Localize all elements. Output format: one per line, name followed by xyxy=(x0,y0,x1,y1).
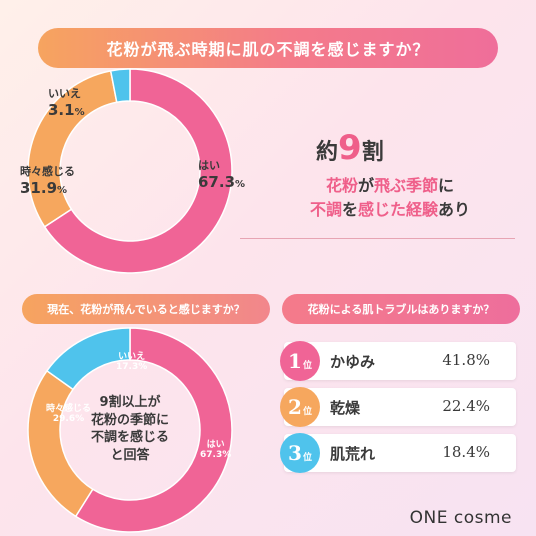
donut2-center-text: 9割以上が 花粉の季節に 不調を感じる と回答 xyxy=(90,395,169,463)
callout-rule xyxy=(240,238,515,239)
donut2-label-sometimes: 時々感じる 29.6% xyxy=(46,404,92,425)
donut2-label-yes: はい 67.3% xyxy=(200,440,232,461)
donut1-label-no: いいえ 3.1% xyxy=(48,87,85,119)
donut2-slice-0 xyxy=(74,327,233,533)
donut2-slice-2 xyxy=(45,327,131,391)
left-question: 現在、花粉が飛んでいると感じますか？ xyxy=(22,294,270,324)
rank-name-1: かゆみ xyxy=(330,353,376,371)
donut1-label-sometimes: 時々感じる 31.9% xyxy=(20,165,75,197)
donut1-slice-0 xyxy=(43,68,233,274)
rank-name-3: 肌荒れ xyxy=(330,445,376,463)
callout-headline: 約9割 xyxy=(316,128,384,168)
right-question: 花粉による肌トラブルはありますか？ xyxy=(282,294,520,324)
donut-chart-pollen-feeling xyxy=(27,327,233,533)
page-title: 花粉が飛ぶ時期に肌の不調を感じますか？ xyxy=(38,28,498,68)
rank-name-2: 乾燥 xyxy=(330,399,361,417)
rank-value-2: 22.4% xyxy=(442,397,490,415)
callout-text: 花粉が飛ぶ季節に 不調を感じた経験あり xyxy=(309,176,471,219)
brand-logo: ONE cosme xyxy=(409,508,512,528)
donut-chart-skin-discomfort xyxy=(27,68,233,274)
rank-value-1: 41.8% xyxy=(442,351,490,369)
donut1-label-yes: はい 67.3% xyxy=(198,159,246,191)
rank-value-3: 18.4% xyxy=(442,443,490,461)
donut2-label-no: いいえ 17.3% xyxy=(116,352,148,373)
donut1-slice-2 xyxy=(109,68,131,104)
